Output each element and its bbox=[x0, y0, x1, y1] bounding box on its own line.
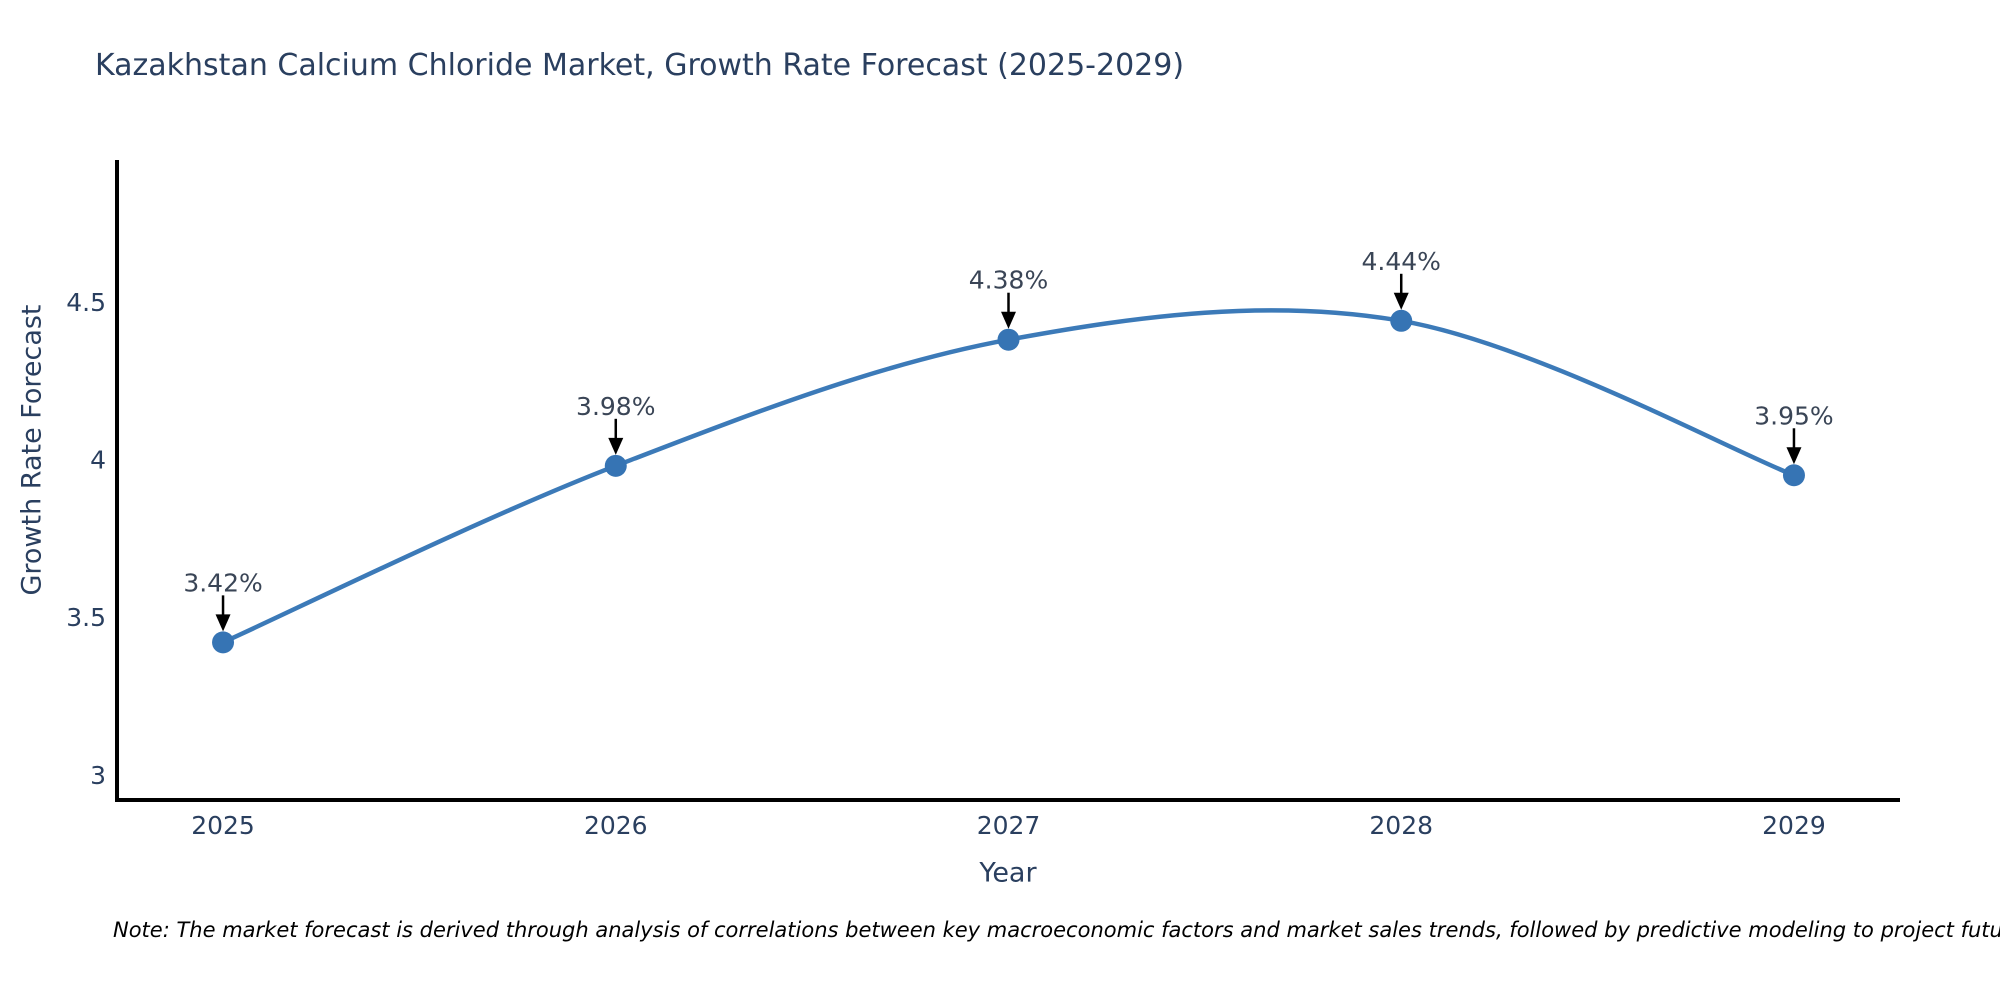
trend-line bbox=[220, 308, 1797, 645]
x-tick-label: 2029 bbox=[1762, 811, 1826, 840]
y-tick-label: 4 bbox=[90, 446, 106, 475]
point-annotation-label: 3.98% bbox=[576, 392, 655, 421]
x-axis-title: Year bbox=[979, 857, 1037, 889]
point-annotation-label: 3.42% bbox=[183, 568, 262, 597]
annotation-arrowhead bbox=[1786, 447, 1802, 465]
annotation-arrowhead bbox=[1001, 311, 1016, 329]
data-point-marker bbox=[212, 631, 235, 654]
footnote: Note: The market forecast is derived thr… bbox=[113, 918, 2000, 942]
x-tick-label: 2027 bbox=[977, 811, 1041, 840]
chart-title: Kazakhstan Calcium Chloride Market, Grow… bbox=[95, 48, 1185, 83]
x-tick-label: 2028 bbox=[1369, 811, 1433, 840]
data-point-marker bbox=[1390, 309, 1413, 332]
x-tick-label: 2025 bbox=[191, 811, 255, 840]
point-annotation-label: 4.38% bbox=[969, 266, 1048, 295]
point-annotation-label: 3.95% bbox=[1754, 401, 1833, 430]
y-tick-label: 3.5 bbox=[66, 603, 106, 632]
data-point-marker bbox=[604, 454, 627, 477]
point-annotation-label: 4.44% bbox=[1362, 247, 1441, 276]
annotation-arrowhead bbox=[215, 614, 231, 632]
y-tick-label: 3 bbox=[90, 761, 106, 790]
y-axis-title: Growth Rate Forecast bbox=[16, 304, 48, 596]
annotation-arrowhead bbox=[608, 437, 624, 455]
data-point-marker bbox=[1782, 464, 1805, 487]
data-point-marker bbox=[997, 328, 1020, 351]
y-tick-label: 4.5 bbox=[66, 288, 106, 317]
annotation-arrowhead bbox=[1393, 292, 1409, 310]
x-tick-label: 2026 bbox=[584, 811, 648, 840]
